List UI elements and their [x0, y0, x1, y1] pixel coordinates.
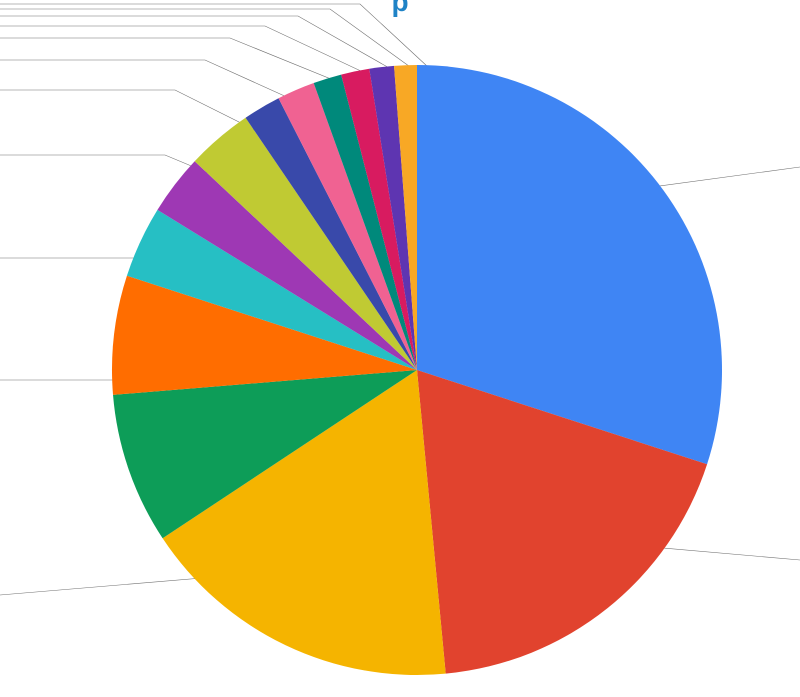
leader-line: [0, 4, 428, 67]
leader-line: [0, 16, 398, 73]
pie-chart: [0, 0, 800, 697]
leader-line: [0, 38, 358, 90]
leader-line: [0, 26, 380, 80]
